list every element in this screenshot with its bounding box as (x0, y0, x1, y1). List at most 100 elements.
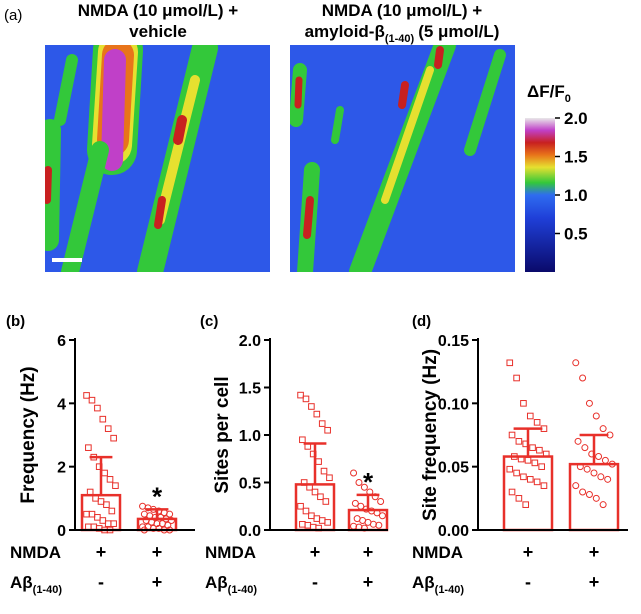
data-point (351, 499, 359, 507)
data-point (533, 419, 541, 426)
data-point (95, 463, 103, 470)
data-point (167, 517, 175, 524)
data-point (360, 524, 368, 532)
data-point (508, 431, 516, 439)
data-point (371, 493, 379, 501)
data-point (304, 443, 312, 450)
data-point (606, 431, 614, 439)
data-point (378, 512, 386, 520)
data-point (513, 374, 520, 382)
data-point (86, 488, 94, 496)
data-point (106, 476, 114, 483)
image-title: vehicle (129, 22, 187, 41)
colorbar-title-subscript: 0 (565, 93, 571, 105)
data-point (513, 469, 520, 477)
data-point (322, 498, 330, 505)
data-point (350, 469, 358, 477)
colorbar (525, 118, 555, 272)
y-tick-label: 0.15 (438, 333, 469, 350)
data-point (524, 457, 532, 464)
data-point (313, 410, 321, 418)
data-point (357, 502, 365, 510)
data-point (297, 391, 304, 399)
row-label-text: NMDA (205, 543, 256, 562)
row-value: - (312, 572, 318, 592)
data-point (529, 444, 536, 451)
data-point (355, 479, 363, 486)
row-label-text: NMDA (10, 543, 61, 562)
data-point (572, 482, 580, 490)
data-point (101, 469, 108, 477)
data-point (83, 392, 90, 399)
y-tick-label: 0.0 (239, 523, 261, 540)
data-point (88, 396, 96, 404)
data-point (520, 473, 527, 481)
data-point (531, 459, 539, 467)
data-point (538, 463, 545, 470)
data-point (373, 509, 381, 517)
data-point (592, 412, 600, 420)
data-point (585, 399, 593, 407)
data-point (599, 501, 607, 509)
error-bar (513, 427, 543, 457)
data-point (542, 450, 550, 458)
data-point (540, 482, 548, 489)
image-title: NMDA (10 μmol/L) + (78, 1, 238, 20)
data-point (324, 519, 331, 526)
row-label-subscript: (1-40) (435, 584, 465, 596)
data-point (90, 453, 98, 461)
y-axis-label: Frequency (Hz) (18, 366, 39, 503)
title-text: (5 μmol/L) (418, 22, 499, 41)
significance-mark: * (363, 467, 374, 497)
y-tick-label: 0.5 (239, 476, 261, 493)
row-label: NMDA (412, 543, 463, 562)
data-point (522, 501, 530, 508)
data-point (300, 479, 308, 486)
row-label-text: Aβ (412, 573, 435, 592)
data-point (604, 475, 612, 483)
error-bar (579, 433, 609, 465)
y-tick-label: 0.00 (438, 523, 469, 540)
data-point (299, 436, 306, 444)
data-point (110, 434, 117, 442)
y-tick-label: 2 (57, 460, 66, 477)
data-point (595, 453, 603, 461)
data-point (536, 446, 543, 454)
data-point (581, 444, 589, 452)
data-point (533, 478, 541, 486)
data-point (149, 524, 157, 532)
data-point (590, 469, 598, 477)
data-point (166, 510, 174, 518)
data-point (110, 520, 117, 527)
row-label-subscript: (1-40) (33, 584, 63, 596)
data-point (360, 483, 368, 491)
y-tick-label: 0.10 (438, 396, 469, 413)
data-point (164, 521, 172, 529)
image-title: NMDA (10 μmol/L) + (322, 1, 482, 20)
row-value: + (363, 572, 374, 592)
data-point (311, 488, 319, 496)
row-label-text: Aβ (10, 573, 33, 592)
row-label-text: Aβ (205, 573, 228, 592)
y-tick-label: 0 (57, 523, 66, 540)
row-value: + (589, 542, 600, 562)
data-point (375, 521, 383, 529)
row-label-subscript: (1-40) (228, 584, 258, 596)
data-point (103, 501, 110, 508)
row-label: Aβ(1-40) (10, 573, 62, 596)
row-value: + (589, 572, 600, 592)
data-point (309, 450, 317, 458)
y-axis-label: Site frequency (Hz) (420, 349, 441, 521)
data-point (585, 491, 593, 499)
data-point (318, 420, 326, 427)
y-tick-label: 1.0 (239, 428, 261, 445)
data-point (94, 404, 101, 412)
row-label: NMDA (205, 543, 256, 562)
significance-mark: * (152, 481, 163, 511)
axis-line (74, 338, 195, 531)
row-label: Aβ(1-40) (205, 573, 257, 596)
row-label: NMDA (10, 543, 61, 562)
data-point (574, 437, 582, 445)
row-value: + (310, 542, 321, 562)
colorbar-title-text: ΔF/F (527, 82, 565, 101)
